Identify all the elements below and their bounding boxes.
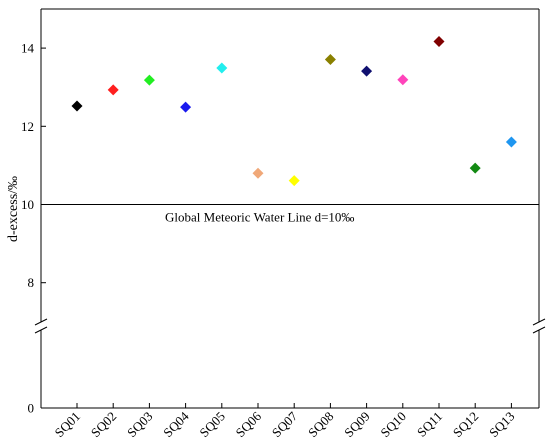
x-tick-label: SQ11 — [414, 409, 445, 440]
reference-line-label: Global Meteoric Water Line d=10‰ — [165, 210, 354, 225]
axis-break-mark-left — [34, 326, 48, 334]
data-points — [71, 35, 517, 187]
x-tick-label: SQ09 — [341, 409, 373, 441]
x-tick-label: SQ01 — [52, 409, 84, 441]
y-axis-label: d-excess/‰ — [6, 176, 21, 242]
x-axis-ticks: SQ01 SQ02 SQ03 SQ04 SQ05 SQ06 SQ07 SQ08 SQ09 SQ10… — [52, 403, 518, 440]
y-tick-label: 10 — [21, 197, 34, 212]
data-point-sq05 — [216, 62, 228, 74]
y-tick-label: 12 — [21, 119, 34, 134]
data-point-sq03 — [143, 74, 155, 86]
reference-line-group: Global Meteoric Water Line d=10‰ — [41, 204, 539, 225]
axis-break-mark-right — [532, 326, 546, 334]
x-tick-label: SQ02 — [88, 409, 120, 441]
x-tick-label: SQ08 — [305, 409, 337, 441]
data-point-sq01 — [71, 100, 83, 112]
data-point-sq10 — [397, 74, 409, 86]
x-tick-label: SQ12 — [450, 409, 482, 441]
data-point-sq13 — [505, 136, 517, 148]
y-tick-label: 0 — [28, 401, 35, 416]
x-tick-label: SQ06 — [233, 408, 265, 440]
x-tick-label: SQ13 — [486, 409, 518, 441]
data-point-sq06 — [252, 167, 264, 179]
plot-frame — [40, 8, 540, 409]
y-tick-label: 14 — [21, 41, 35, 56]
axis-break-mark-left — [34, 318, 48, 326]
axis-break-mark-right — [532, 318, 546, 326]
data-point-sq02 — [107, 84, 119, 96]
data-point-sq09 — [361, 65, 373, 77]
y-axis-ticks: 0 8 10 12 14 — [21, 41, 46, 416]
x-tick-label: SQ05 — [196, 409, 228, 441]
data-point-sq08 — [324, 53, 336, 65]
x-tick-label: SQ07 — [269, 408, 301, 440]
x-tick-label: SQ04 — [160, 408, 192, 440]
y-tick-label: 8 — [28, 275, 35, 290]
data-point-sq04 — [180, 101, 192, 113]
x-tick-label: SQ10 — [377, 409, 409, 441]
x-tick-label: SQ03 — [124, 409, 156, 441]
data-point-sq12 — [469, 162, 481, 174]
data-point-sq07 — [288, 175, 300, 187]
data-point-sq11 — [433, 35, 445, 47]
axis-break-marks — [34, 318, 546, 334]
